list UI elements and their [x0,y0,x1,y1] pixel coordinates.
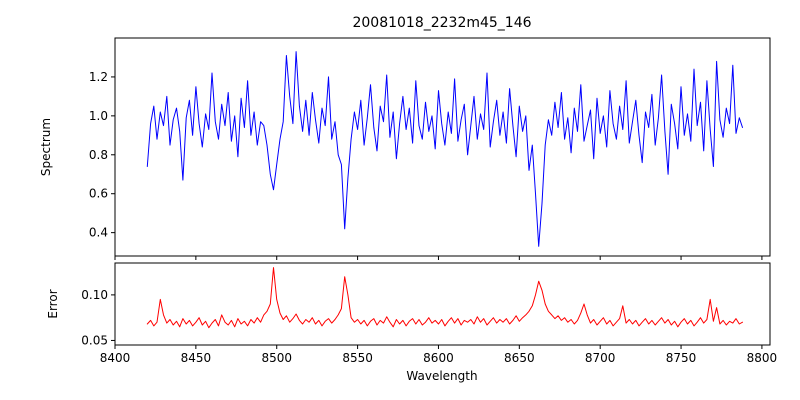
x-tick-label: 8500 [261,351,292,365]
y-tick-label: 0.8 [89,148,108,162]
x-tick-label: 8600 [423,351,454,365]
error-axis-ticks: 0.05 0.10 8400 8450 8500 8550 8600 8650 8700 8750… [81,288,777,365]
y-tick-label: 0.6 [89,187,108,201]
y-tick-label: 0.4 [89,226,108,240]
y-tick-label: 0.10 [81,288,108,302]
spectrum-panel: 0.4 0.6 0.8 1.0 1.2 Spectrum [39,37,771,260]
x-tick-label: 8550 [342,351,373,365]
spectrum-ylabel: Spectrum [39,118,53,176]
spectrum-series-line [146,51,743,247]
y-tick-label: 0.05 [81,333,108,347]
x-tick-label: 8400 [100,351,131,365]
x-tick-label: 8650 [504,351,535,365]
y-tick-label: 1.0 [89,109,108,123]
spectrum-axis-ticks: 0.4 0.6 0.8 1.0 1.2 [89,70,763,260]
error-panel: 0.05 0.10 8400 8450 8500 8550 8600 8650 8700 8750… [46,262,777,365]
error-axes-frame [114,262,771,346]
spectrum-axes-frame [114,37,771,257]
error-ylabel: Error [46,289,60,318]
x-tick-label: 8450 [181,351,212,365]
x-tick-label: 8800 [747,351,778,365]
y-tick-label: 1.2 [89,70,108,84]
x-axis-label: Wavelength [406,369,477,383]
error-series-line [146,267,743,329]
x-tick-label: 8750 [666,351,697,365]
x-tick-label: 8700 [585,351,616,365]
chart-title: 20081018_2232m45_146 [352,15,531,31]
